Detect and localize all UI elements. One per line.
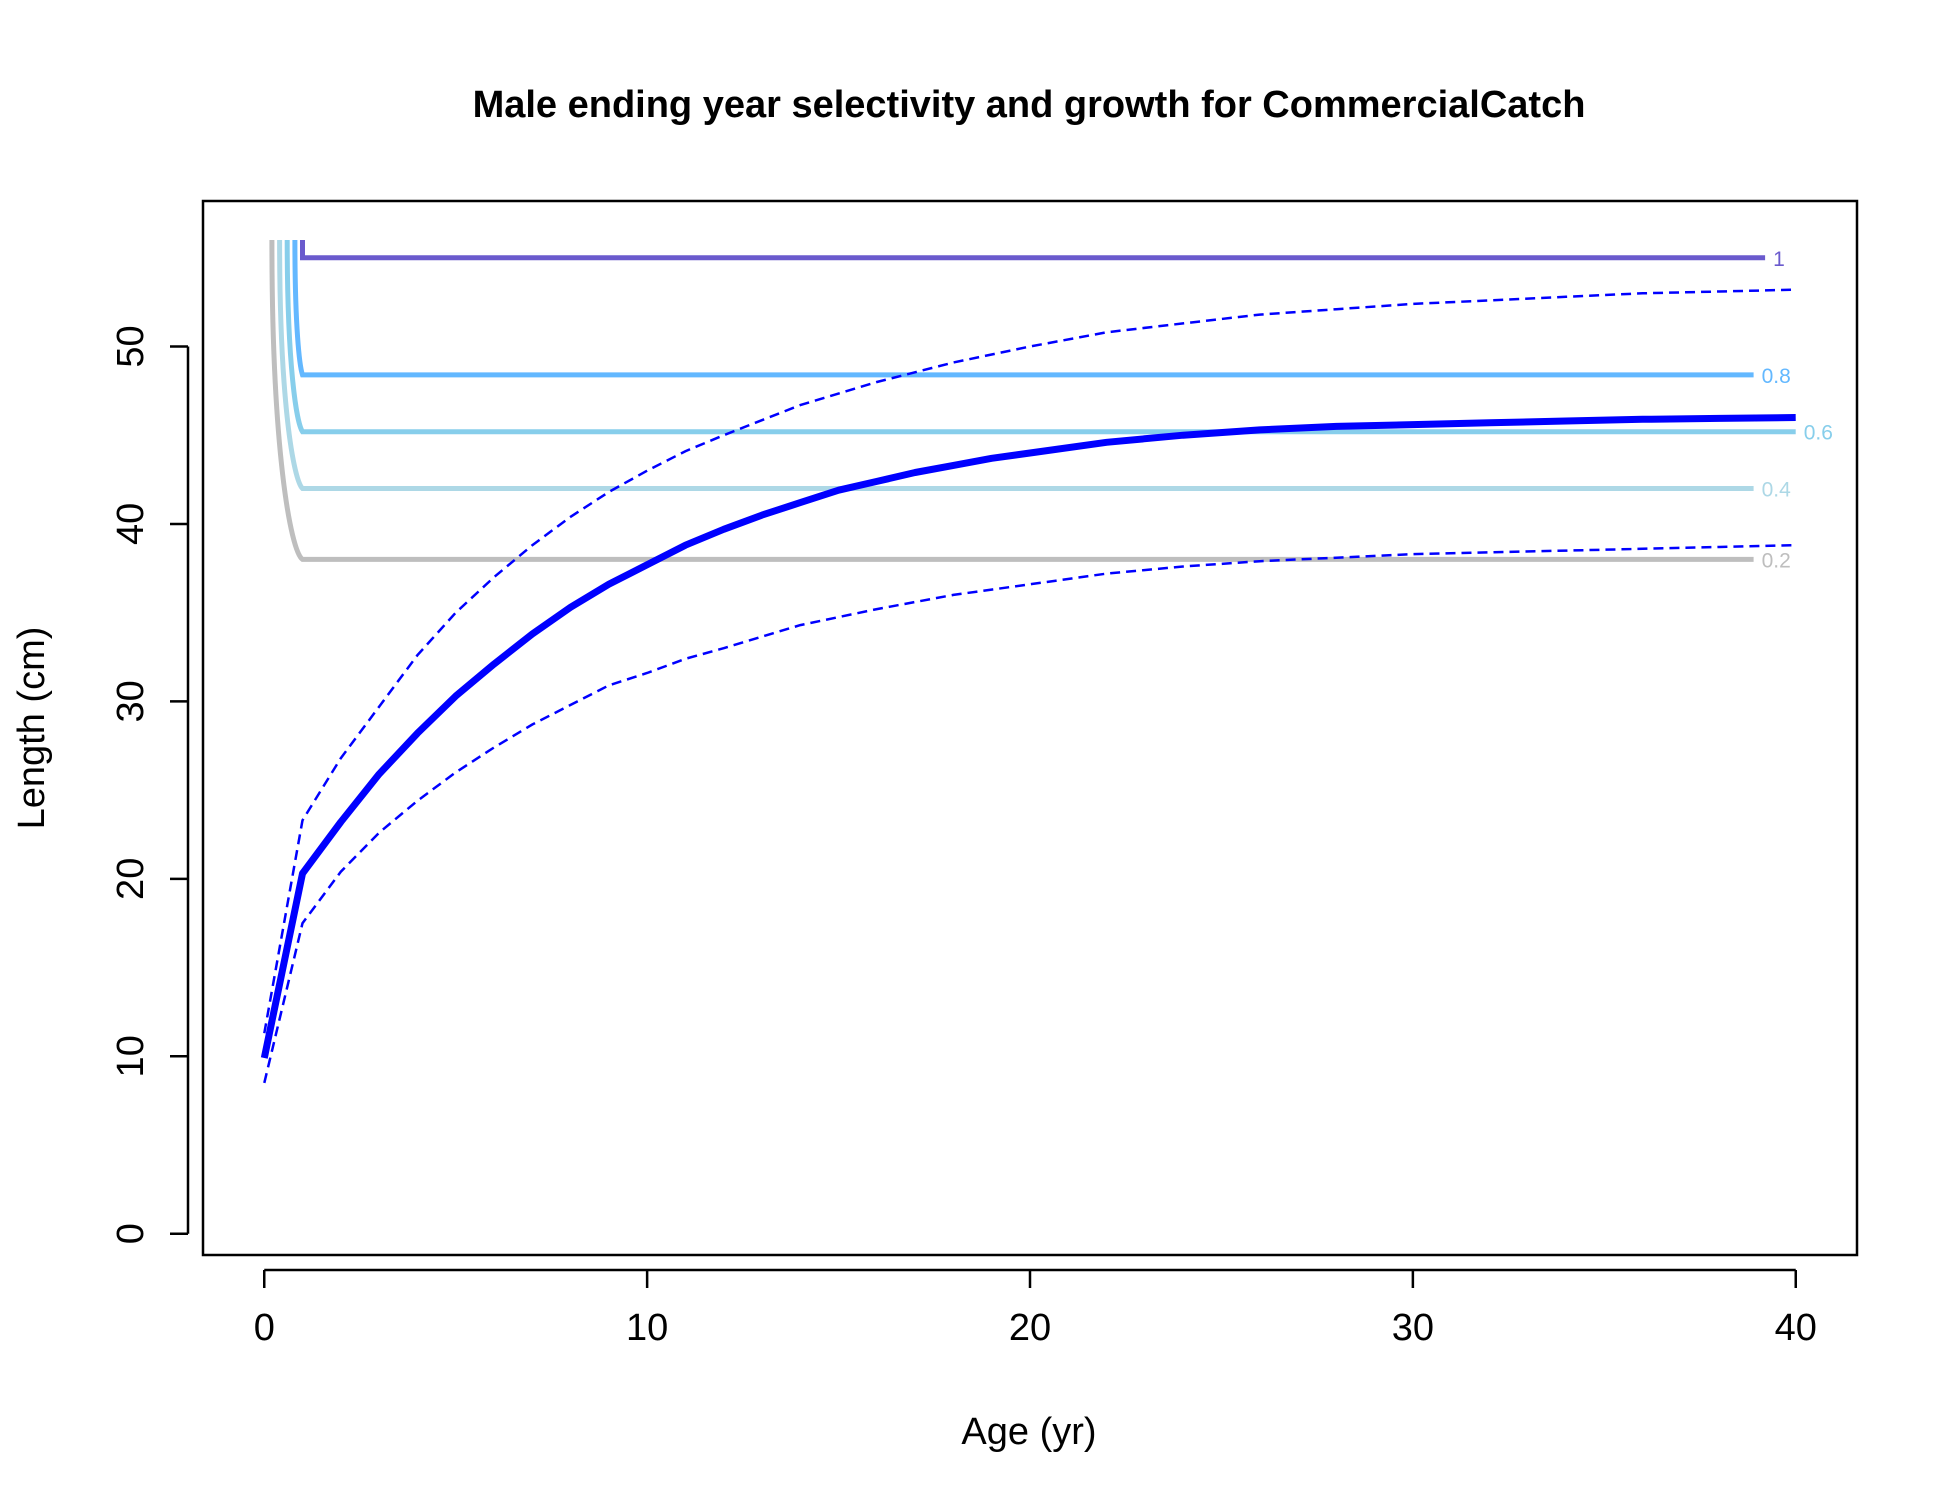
contour-label-0: 0.2 bbox=[1762, 549, 1791, 572]
contour-line-1 bbox=[277, 239, 1754, 491]
y-axis: 0 10 20 30 40 50 bbox=[110, 325, 190, 1244]
contour-line-0 bbox=[269, 239, 1754, 562]
contour-line-2 bbox=[284, 239, 1796, 435]
x-axis-label: Age (yr) bbox=[961, 1411, 1096, 1453]
growth-curves bbox=[260, 288, 1796, 1084]
y-tick-label-0: 0 bbox=[110, 1223, 152, 1244]
y-tick-label-3: 30 bbox=[110, 680, 152, 722]
x-tick-label-2: 20 bbox=[1009, 1307, 1051, 1349]
plot-frame bbox=[201, 199, 1859, 1257]
chart-title: Male ending year selectivity and growth … bbox=[473, 84, 1586, 126]
contour-line-3 bbox=[292, 239, 1754, 378]
x-axis: 0 10 20 30 40 bbox=[254, 1268, 1817, 1349]
contour-label-1: 0.4 bbox=[1762, 479, 1792, 502]
x-tick-label-1: 10 bbox=[626, 1307, 668, 1349]
x-tick-label-3: 30 bbox=[1392, 1307, 1434, 1349]
growth-mean-line bbox=[260, 414, 1796, 1059]
y-tick-label-2: 20 bbox=[110, 858, 152, 900]
contour-label-4: 1 bbox=[1773, 248, 1785, 271]
selectivity-contours: 0.2 0.4 0.6 0.8 1 bbox=[269, 239, 1833, 572]
y-tick-label-1: 10 bbox=[110, 1035, 152, 1077]
y-axis-label: Length (cm) bbox=[11, 627, 53, 830]
growth-upper-interval bbox=[263, 288, 1796, 1034]
contour-line-4 bbox=[299, 240, 1766, 261]
contour-label-2: 0.6 bbox=[1804, 422, 1833, 445]
x-tick-label-4: 40 bbox=[1775, 1307, 1817, 1349]
y-tick-label-4: 40 bbox=[110, 503, 152, 545]
growth-lower-interval bbox=[263, 543, 1796, 1084]
x-tick-label-0: 0 bbox=[254, 1307, 275, 1349]
y-tick-label-5: 50 bbox=[110, 325, 152, 367]
contour-label-3: 0.8 bbox=[1762, 365, 1791, 388]
